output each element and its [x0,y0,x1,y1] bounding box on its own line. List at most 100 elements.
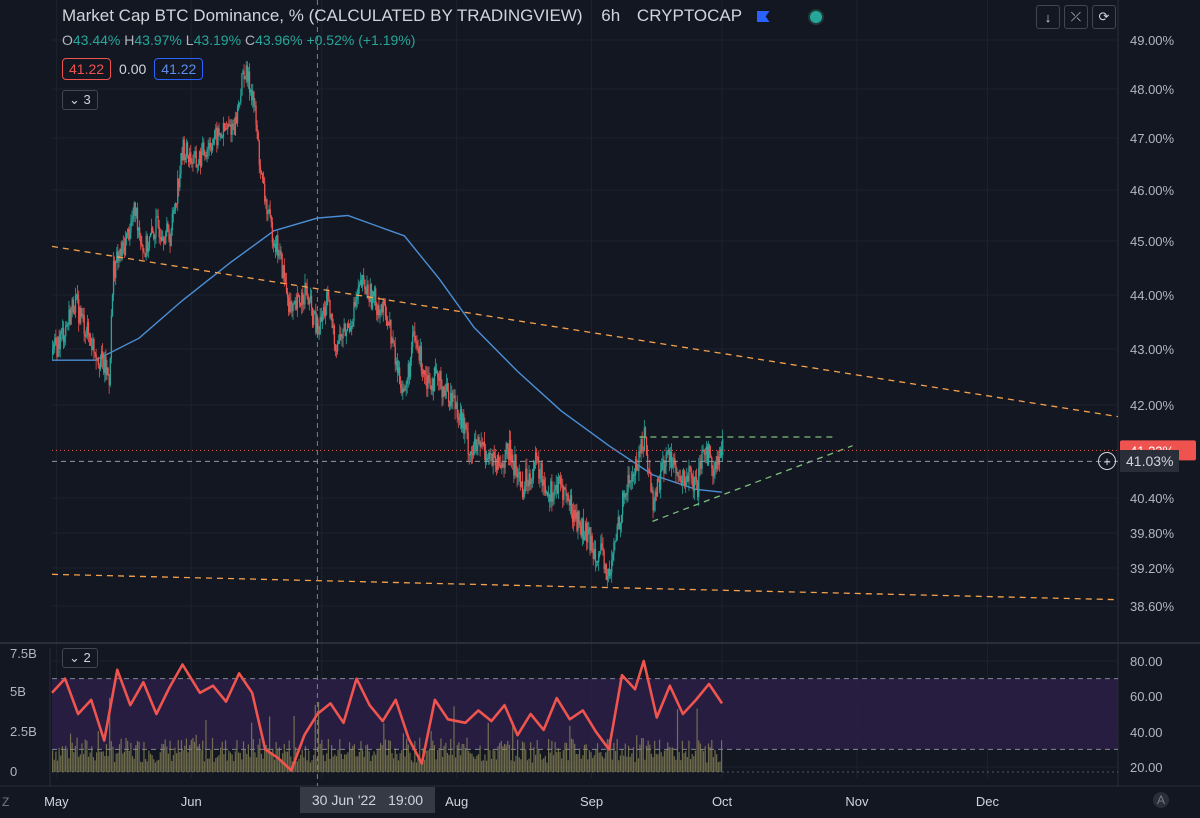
indicators-toggle-osc[interactable]: ⌄ 2 [62,648,98,668]
volume-bar [60,755,62,772]
volume-bar [507,740,509,772]
candle-body [608,569,611,576]
volume-bar [233,761,235,772]
candle-body [371,291,374,309]
candle-body [486,457,488,461]
volume-bar [528,758,530,772]
volume-bar [84,739,86,772]
candle-body [604,564,606,570]
candle-body [60,330,63,334]
candle-body [458,419,461,421]
volume-bar [601,756,604,772]
volume-bar [138,741,140,772]
symbol-title[interactable]: Market Cap BTC Dominance, % (CALCULATED … [62,6,583,25]
flag-icon[interactable] [756,11,770,23]
indicator-count: 3 [83,92,91,107]
volume-bar [239,752,241,772]
candle-body [402,388,404,393]
candle-body [570,495,573,514]
cursor-price-value: 41.03% [1120,450,1180,472]
volume-bar [567,760,569,772]
candle-body [84,334,86,337]
volume-bar [680,760,682,772]
volume-bar [598,752,600,772]
volume-bar [404,756,406,772]
candle-body [370,284,373,309]
candle-body [252,91,254,101]
zoom-corner[interactable]: Z [2,795,10,809]
candle-body [197,163,200,166]
volume-bar [639,744,641,772]
candle-body [434,367,437,374]
add-alert-icon[interactable]: + [1098,452,1116,470]
volume-bar [619,755,622,772]
indicators-toggle-main[interactable]: ⌄ 3 [62,90,98,110]
auto-scale-button[interactable]: A [1153,792,1169,808]
volume-bar [574,743,576,772]
volume-bar [714,749,716,772]
candle-body [716,456,718,470]
candle-body [722,439,724,456]
volume-bar [365,745,367,772]
candle-body [231,123,233,135]
candle-body [313,313,315,325]
move-down-icon[interactable]: ↓ [1036,5,1060,29]
candle-body [368,298,370,302]
volume-bar [192,737,194,772]
sell-price[interactable]: 41.22 [62,58,112,80]
candle-body [155,217,157,238]
candle-body [710,454,712,458]
candle-body [686,475,688,483]
interval-label[interactable]: 6h [601,6,621,25]
volume-bar [685,751,687,772]
candle-body [268,209,270,213]
volume-bar [146,761,148,772]
candle-body [435,371,438,374]
volume-bar [179,752,181,772]
candle-body [189,152,191,163]
volume-bar [564,742,566,772]
candle-body [679,476,681,481]
candle-body [281,253,283,278]
candle-body [55,337,57,346]
candle-body [602,547,604,551]
volume-bar [673,756,675,772]
candle-body [631,474,634,481]
candle-body [426,375,428,389]
candle-body [653,501,655,511]
buy-price[interactable]: 41.22 [154,58,204,80]
volume-bar [515,755,517,772]
candle-body [490,453,492,455]
volume-bar [154,762,156,772]
candle-body [550,481,552,502]
candle-body [61,328,64,331]
candle-body [301,292,303,306]
candle-body [474,438,476,446]
candle-body [82,314,84,316]
candle-body [86,322,89,336]
volume-bar [432,740,434,772]
volume-bar [211,738,214,772]
candle-body [537,456,539,461]
volume-bar [249,756,251,772]
candle-body [493,452,495,456]
candle-body [147,247,150,253]
candle-body [52,349,54,355]
candle-body [219,133,221,135]
volume-bar [76,737,78,772]
volume-bar [94,760,96,772]
candle-body [373,288,376,297]
volume-bar [495,759,498,772]
candle-body [259,165,262,172]
candle-body [140,235,142,245]
volume-bar [471,753,473,772]
candle-body [511,454,513,461]
volume-bar [53,759,55,772]
volume-bar [215,758,217,772]
refresh-icon[interactable]: ⟳ [1092,5,1116,29]
volume-bar [342,759,344,772]
collapse-icon[interactable]: ⤫ [1064,5,1088,29]
volume-bar [494,750,496,772]
candle-body [483,441,486,452]
